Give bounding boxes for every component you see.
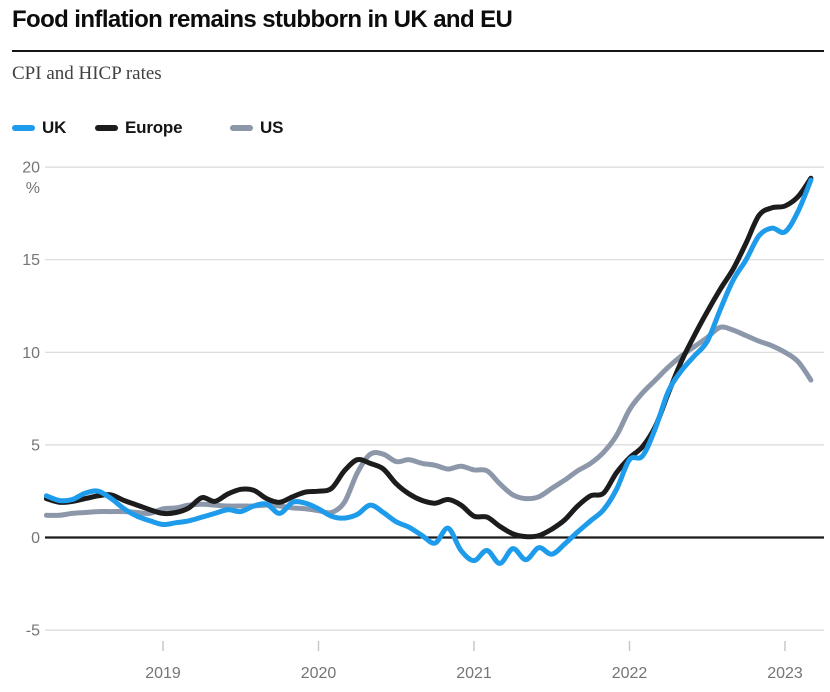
chart-subtitle: CPI and HICP rates [12,63,162,84]
x-axis-label-2022: 2022 [612,665,648,682]
legend-label-europe: Europe [125,118,183,137]
x-axis-label-2020: 2020 [301,665,337,682]
y-axis-label-0: 0 [31,530,40,547]
y-axis-label-10: 10 [22,345,40,362]
uk-line-swatch [12,125,35,131]
legend-item-uk: UK [12,117,66,139]
x-axis-label-2019: 2019 [145,665,181,682]
series-line-uk [43,177,814,566]
y-axis-label-5: 5 [31,437,40,454]
series-line-europe [43,175,814,540]
legend: UK Europe US [0,117,830,139]
y-axis-label-15: 15 [22,252,40,269]
legend-label-uk: UK [42,118,67,137]
us-line-swatch [230,125,253,131]
europe-line-swatch [95,125,118,131]
legend-item-europe: Europe [95,117,183,139]
chart-title: Food inflation remains stubborn in UK an… [12,6,513,33]
title-divider [12,50,824,52]
y-axis-label--5: -5 [26,623,40,640]
y-axis-label-20: 20 [22,160,40,177]
y-axis-unit-label: % [26,180,40,197]
x-axis-label-2023: 2023 [767,665,803,682]
legend-item-us: US [230,117,283,139]
x-axis-label-2021: 2021 [456,665,492,682]
legend-label-us: US [260,118,284,137]
